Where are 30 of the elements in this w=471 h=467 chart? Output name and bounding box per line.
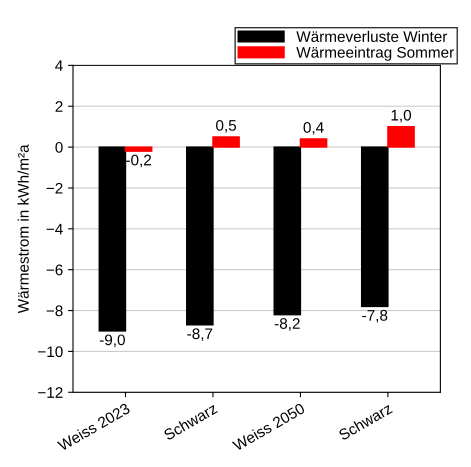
y-tick-label: 2 <box>56 101 63 112</box>
y-axis-title: Wärmestrom in kWh/m²a <box>18 144 29 314</box>
y-tick-label: −8 <box>46 305 63 316</box>
bar <box>212 136 240 148</box>
bar <box>124 146 152 152</box>
y-tick-label: −12 <box>38 387 63 398</box>
y-tick-label: −6 <box>46 264 63 276</box>
bar <box>360 146 389 308</box>
data-label: 0,5 <box>216 120 236 133</box>
bar <box>273 146 302 316</box>
data-label: 1,0 <box>392 110 412 122</box>
y-tick-label: 4 <box>55 60 63 71</box>
x-tick-label: Weiss 2050 <box>232 402 306 452</box>
legend-label: Wärmeverluste Winter <box>296 30 448 42</box>
data-label: -8,2 <box>274 318 300 331</box>
y-tick-label: −2 <box>46 182 63 194</box>
bar <box>186 146 214 326</box>
data-label: 0,4 <box>304 122 324 135</box>
bar <box>387 126 415 148</box>
data-label: -7,8 <box>362 310 388 323</box>
y-tick-label: −4 <box>46 224 63 234</box>
data-label: -0,2 <box>126 154 152 168</box>
x-tick-label: Weiss 2023 <box>56 402 131 452</box>
bar <box>300 138 328 148</box>
data-label: -8,7 <box>187 328 212 341</box>
y-tick-label: −10 <box>38 346 63 358</box>
legend-label: Wärmeeintrag Sommer <box>296 46 454 61</box>
y-tick-label: 0 <box>55 142 63 153</box>
data-label: -9,0 <box>100 334 125 348</box>
bar <box>98 146 126 332</box>
